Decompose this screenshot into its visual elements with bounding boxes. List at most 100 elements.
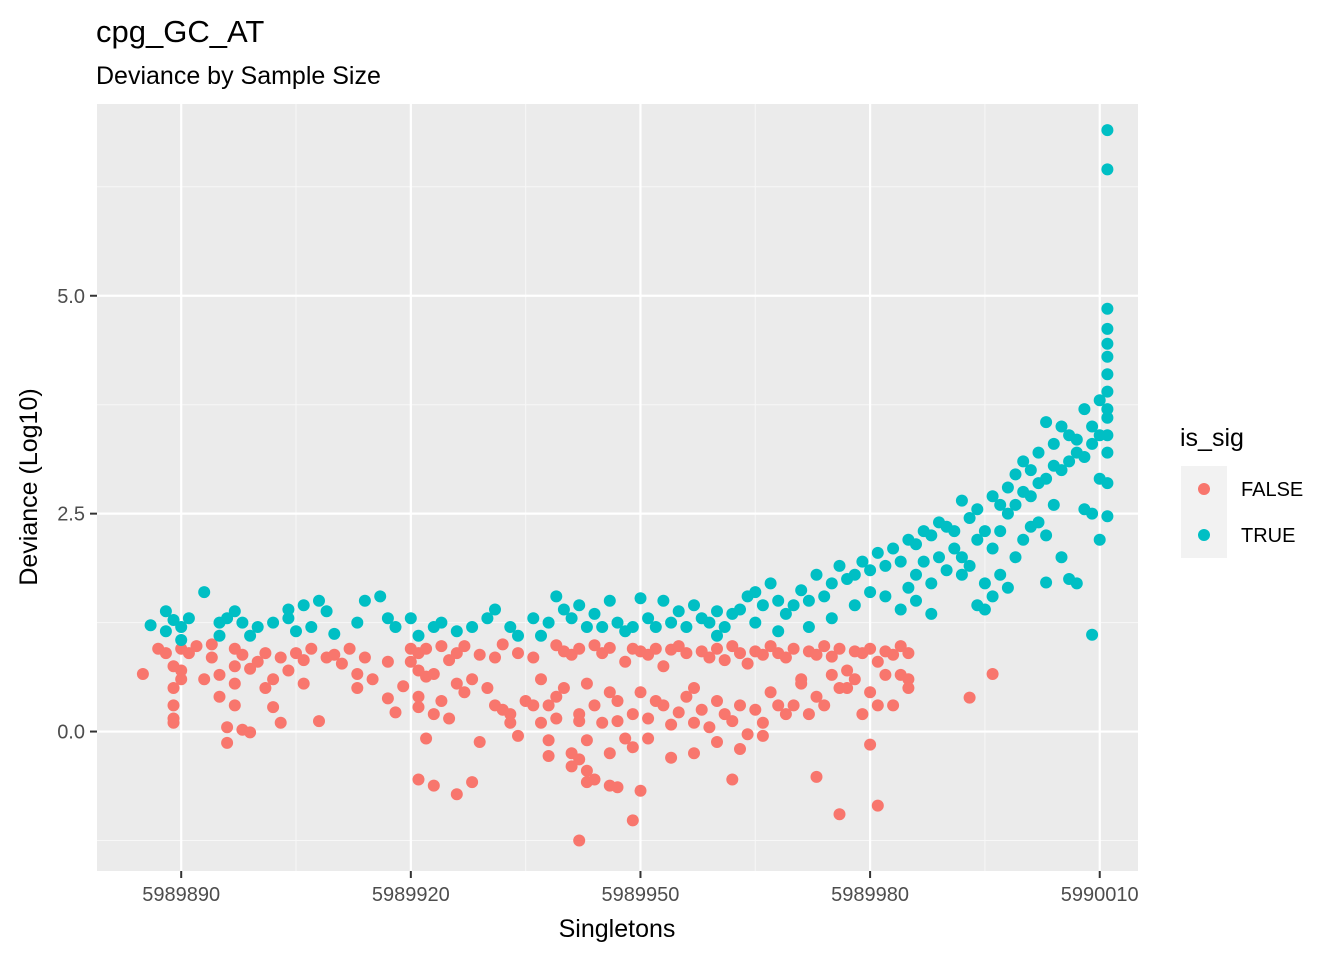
data-point bbox=[198, 586, 211, 599]
data-point bbox=[512, 647, 524, 660]
data-point bbox=[756, 648, 769, 661]
data-point bbox=[810, 648, 823, 661]
data-point bbox=[251, 655, 264, 668]
data-point bbox=[573, 599, 586, 612]
data-point bbox=[902, 647, 915, 660]
data-point bbox=[573, 642, 586, 655]
data-point bbox=[159, 625, 172, 638]
data-point bbox=[159, 647, 172, 660]
data-point bbox=[1055, 464, 1068, 477]
data-point bbox=[542, 616, 555, 629]
data-point bbox=[259, 682, 272, 694]
data-point bbox=[1040, 472, 1053, 485]
data-point bbox=[772, 594, 785, 607]
data-point bbox=[764, 640, 777, 653]
data-point bbox=[978, 577, 991, 590]
data-point bbox=[611, 695, 624, 707]
data-point bbox=[611, 715, 624, 728]
data-point bbox=[734, 699, 746, 712]
legend-marker-true bbox=[1198, 529, 1210, 541]
data-point bbox=[772, 699, 785, 712]
data-point bbox=[718, 654, 731, 667]
data-point bbox=[182, 647, 195, 660]
data-point bbox=[1101, 368, 1114, 381]
data-point bbox=[1086, 628, 1099, 641]
data-point bbox=[871, 799, 884, 812]
data-point bbox=[404, 612, 417, 625]
legend-label-false: FALSE bbox=[1241, 479, 1303, 501]
data-point bbox=[657, 660, 670, 673]
data-point bbox=[787, 699, 800, 712]
legend-marker-false bbox=[1198, 483, 1210, 495]
data-point bbox=[343, 642, 356, 655]
data-point bbox=[756, 599, 769, 612]
data-point bbox=[198, 673, 211, 686]
legend-label-true: TRUE bbox=[1241, 525, 1295, 547]
data-point bbox=[665, 616, 678, 629]
data-point bbox=[236, 648, 249, 661]
data-point bbox=[626, 814, 639, 827]
data-point bbox=[435, 695, 448, 707]
data-point bbox=[856, 708, 869, 721]
data-point bbox=[634, 686, 647, 699]
data-point bbox=[144, 619, 157, 632]
data-point bbox=[1078, 451, 1091, 463]
data-point bbox=[1093, 394, 1106, 407]
data-point bbox=[994, 525, 1007, 538]
data-point bbox=[527, 699, 540, 712]
data-point bbox=[1024, 464, 1037, 477]
data-point bbox=[1047, 498, 1060, 511]
data-point bbox=[496, 703, 509, 716]
data-point bbox=[335, 657, 348, 670]
data-point bbox=[596, 716, 609, 729]
data-point bbox=[948, 542, 961, 555]
data-point bbox=[420, 732, 433, 745]
data-point bbox=[864, 642, 877, 655]
data-point bbox=[535, 716, 547, 729]
data-point bbox=[856, 555, 869, 568]
data-point bbox=[328, 648, 341, 661]
data-point bbox=[741, 728, 754, 741]
data-point bbox=[887, 542, 900, 555]
data-point bbox=[825, 668, 838, 681]
data-point bbox=[963, 691, 976, 704]
data-point bbox=[213, 690, 226, 703]
data-point bbox=[1040, 576, 1053, 589]
x-axis-title: Singletons bbox=[559, 915, 676, 943]
data-point bbox=[542, 750, 555, 762]
data-point bbox=[925, 529, 938, 542]
data-point bbox=[688, 747, 700, 760]
y-tick-label: 0.0 bbox=[57, 722, 85, 744]
data-point bbox=[305, 642, 318, 655]
data-point bbox=[313, 715, 325, 728]
data-point bbox=[634, 592, 647, 605]
data-point bbox=[657, 699, 670, 712]
data-point bbox=[902, 581, 915, 594]
data-point bbox=[642, 612, 655, 625]
data-point bbox=[963, 512, 976, 524]
data-point bbox=[879, 668, 892, 681]
data-point bbox=[328, 627, 341, 640]
data-point bbox=[588, 773, 601, 786]
data-point bbox=[573, 834, 586, 847]
data-point bbox=[810, 568, 823, 581]
x-axis: 5989890 5989920 5989950 5989980 5990010 bbox=[142, 871, 1139, 906]
x-tick-label: 5989890 bbox=[142, 884, 220, 906]
data-point bbox=[542, 734, 555, 747]
data-point bbox=[1032, 516, 1045, 529]
data-point bbox=[833, 808, 846, 821]
data-point bbox=[787, 642, 800, 655]
data-point bbox=[580, 621, 593, 633]
y-tick-label: 2.5 bbox=[57, 504, 85, 526]
data-point bbox=[435, 640, 448, 653]
data-point bbox=[879, 590, 892, 603]
data-point bbox=[772, 625, 785, 638]
data-point bbox=[221, 736, 234, 749]
data-point bbox=[274, 651, 287, 664]
data-point bbox=[741, 657, 754, 670]
data-point bbox=[795, 677, 808, 690]
data-point bbox=[665, 718, 678, 731]
data-point bbox=[427, 779, 440, 792]
data-point bbox=[864, 586, 877, 599]
